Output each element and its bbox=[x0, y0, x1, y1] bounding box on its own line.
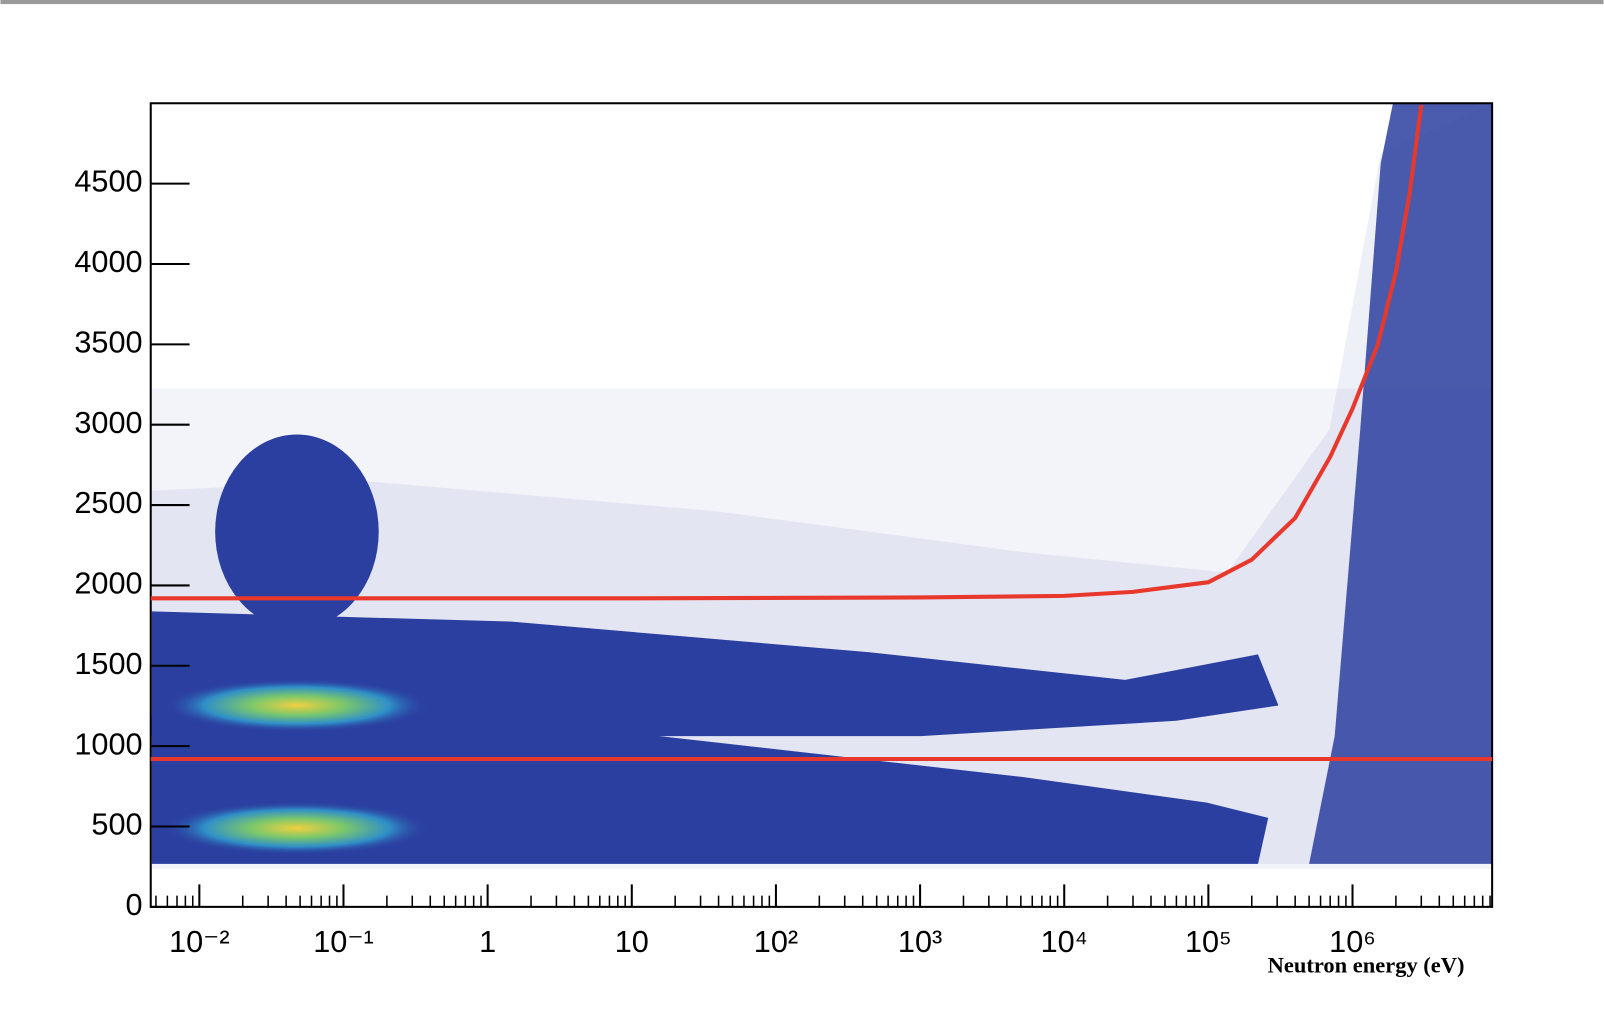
x-tick-label: 10⁵ bbox=[1185, 925, 1232, 959]
density-map bbox=[151, 103, 1493, 870]
top-bar bbox=[0, 0, 1604, 5]
x-tick-label: 10² bbox=[754, 925, 798, 959]
x-tick-label: 1 bbox=[479, 925, 496, 959]
curve bbox=[150, 104, 1424, 601]
x-axis-label: Neutron energy (eV) bbox=[1268, 952, 1465, 977]
x-tick-label: 10⁶ bbox=[1329, 925, 1376, 959]
x-tick-label: 10 bbox=[615, 925, 649, 959]
density-peak bbox=[164, 801, 430, 855]
density-band bbox=[151, 611, 1279, 737]
x-tick-label: 10⁻² bbox=[169, 925, 230, 959]
y-tick-label: 0 bbox=[125, 888, 142, 922]
density-band bbox=[151, 715, 1269, 864]
density-column bbox=[1309, 103, 1493, 864]
density-peak bbox=[164, 678, 430, 733]
y-tick-label: 4500 bbox=[74, 165, 142, 199]
y-tick-label: 500 bbox=[91, 808, 142, 842]
y-tick-label: 3500 bbox=[74, 325, 142, 359]
y-tick-label: 3000 bbox=[74, 406, 142, 440]
y-tick-label: 1000 bbox=[74, 727, 142, 761]
y-tick-label: 4000 bbox=[74, 245, 142, 279]
x-tick-label: 10⁻¹ bbox=[313, 925, 374, 959]
x-tick-label: 10⁴ bbox=[1041, 925, 1088, 959]
y-tick-label: 1500 bbox=[74, 647, 142, 681]
y-tick-label: 2500 bbox=[74, 486, 142, 520]
density-blob bbox=[215, 434, 379, 629]
y-tick-label: 2000 bbox=[74, 567, 142, 601]
x-tick-label: 10³ bbox=[898, 925, 942, 959]
